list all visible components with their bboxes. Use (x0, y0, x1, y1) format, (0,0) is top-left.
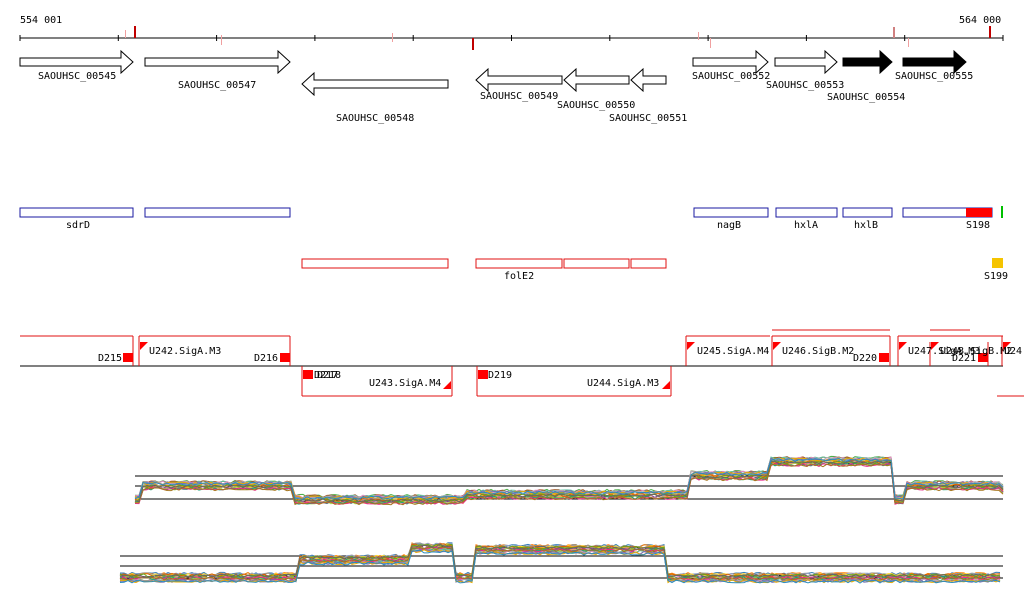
gene-arrow[interactable] (692, 49, 769, 75)
segmentation-track: D215 U242.SigA.M3 D216 U245.SigA.M4 U246… (20, 329, 1024, 397)
gene-label: SAOUHSC_00548 (336, 113, 414, 124)
expression-trace (134, 457, 1004, 500)
red-feature-label: folE2 (504, 271, 534, 282)
segment-label: U244.SigA.M3 (587, 378, 659, 389)
gene-arrow[interactable] (902, 49, 967, 75)
expression-trace (134, 462, 1004, 505)
s199-marker[interactable] (992, 258, 1003, 268)
segment-label: U247.SigA.M3 (908, 346, 980, 357)
blue-feature-track: sdrD nagB hxlA hxlB S198 (19, 206, 1003, 231)
gene-arrow[interactable] (774, 49, 838, 75)
small-feature-label: S199 (984, 271, 1008, 282)
red-feature-box[interactable] (630, 258, 667, 269)
blue-feature-label: hxlB (854, 220, 878, 231)
blue-feature-box[interactable] (775, 207, 838, 218)
segment-label: D221 (952, 353, 976, 364)
red-feature-track: folE2 S199 (301, 258, 1008, 282)
blue-feature-box[interactable] (842, 207, 893, 218)
blue-feature-box[interactable] (144, 207, 291, 218)
segment-label: U243.SigA.M4 (369, 378, 441, 389)
expression-trace (134, 456, 1004, 499)
expression-trace (119, 546, 1001, 581)
ruler-end-label: 564 000 (959, 15, 1001, 26)
expression-trace (119, 543, 1001, 578)
gene-label: SAOUHSC_00551 (609, 113, 687, 124)
expression-trace (134, 457, 1004, 500)
blue-feature-box[interactable] (693, 207, 769, 218)
gene-arrow[interactable] (630, 67, 667, 93)
expression-panel-bottom (119, 542, 1003, 584)
gene-arrow[interactable] (144, 49, 291, 75)
segment-label: D216 (254, 353, 278, 364)
blue-feature-label: hxlA (794, 220, 818, 231)
segment-label: U242.SigA.M3 (149, 346, 221, 357)
segment-label: D215 (98, 353, 122, 364)
blue-feature-box[interactable] (19, 207, 134, 218)
segment-label: U245.SigA.M4 (697, 346, 769, 357)
red-feature-box[interactable] (301, 258, 449, 269)
segment-label: U248.SigB.M2 (940, 346, 1012, 357)
segment-label: U24 (1004, 346, 1022, 357)
gene-label: SAOUHSC_00554 (827, 92, 905, 103)
expression-panel-top (134, 455, 1004, 506)
gene-label: SAOUHSC_00550 (557, 100, 635, 111)
gene-arrow[interactable] (301, 71, 449, 97)
gene-label: SAOUHSC_00547 (178, 80, 256, 91)
expression-trace (119, 549, 1001, 584)
red-feature-box[interactable] (563, 258, 630, 269)
segment-label: D219 (488, 370, 512, 381)
gene-arrow[interactable] (842, 49, 893, 75)
expression-trace (134, 457, 1004, 500)
blue-feature-label: S198 (966, 220, 990, 231)
gene-arrow[interactable] (19, 49, 134, 75)
gene-label: SAOUHSC_00552 (692, 71, 770, 82)
gene-label: SAOUHSC_00549 (480, 91, 558, 102)
segment-label: U246.SigB.M2 (782, 346, 854, 357)
expression-trace (134, 459, 1004, 502)
segment-label: D218 (317, 370, 341, 381)
gene-arrow[interactable] (563, 67, 630, 93)
blue-feature-label: sdrD (66, 220, 90, 231)
expression-trace (134, 460, 1004, 503)
green-marker (1001, 206, 1003, 218)
blue-feature-label: nagB (717, 220, 741, 231)
gene-label: SAOUHSC_00555 (895, 71, 973, 82)
gene-label: SAOUHSC_00545 (38, 71, 116, 82)
s198-highlight[interactable] (966, 208, 992, 217)
position-ruler: 554 001 564 000 (19, 15, 1004, 50)
expression-trace (134, 460, 1004, 503)
red-feature-box[interactable] (475, 258, 563, 269)
segment-label: D217 (314, 370, 338, 381)
segment-label: D220 (853, 353, 877, 364)
ruler-markers (125, 26, 991, 50)
gene-label: SAOUHSC_00553 (766, 80, 844, 91)
expression-trace (134, 463, 1004, 506)
gene-track: SAOUHSC_00545 SAOUHSC_00547 SAOUHSC_00548 S… (19, 49, 973, 124)
gene-arrow[interactable] (475, 67, 563, 93)
ruler-start-label: 554 001 (20, 15, 62, 26)
